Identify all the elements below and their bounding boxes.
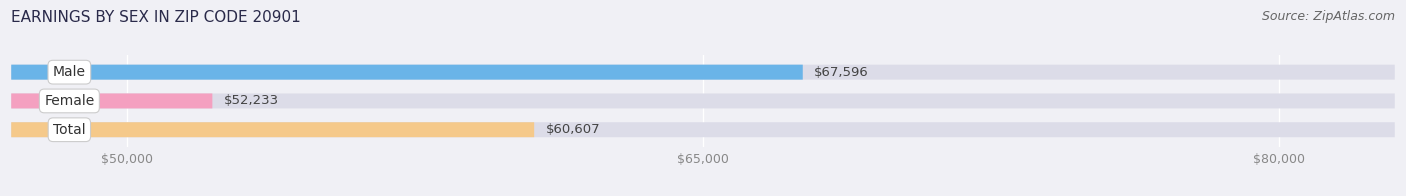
FancyBboxPatch shape xyxy=(11,122,1395,137)
Text: Female: Female xyxy=(44,94,94,108)
FancyBboxPatch shape xyxy=(11,93,212,108)
FancyBboxPatch shape xyxy=(11,93,1395,108)
Text: Male: Male xyxy=(53,65,86,79)
Text: Source: ZipAtlas.com: Source: ZipAtlas.com xyxy=(1261,10,1395,23)
Text: $52,233: $52,233 xyxy=(224,94,278,107)
Text: Total: Total xyxy=(53,123,86,137)
Text: EARNINGS BY SEX IN ZIP CODE 20901: EARNINGS BY SEX IN ZIP CODE 20901 xyxy=(11,10,301,25)
FancyBboxPatch shape xyxy=(11,122,534,137)
Text: $60,607: $60,607 xyxy=(546,123,600,136)
FancyBboxPatch shape xyxy=(11,65,803,80)
FancyBboxPatch shape xyxy=(11,65,1395,80)
Text: $67,596: $67,596 xyxy=(814,66,869,79)
